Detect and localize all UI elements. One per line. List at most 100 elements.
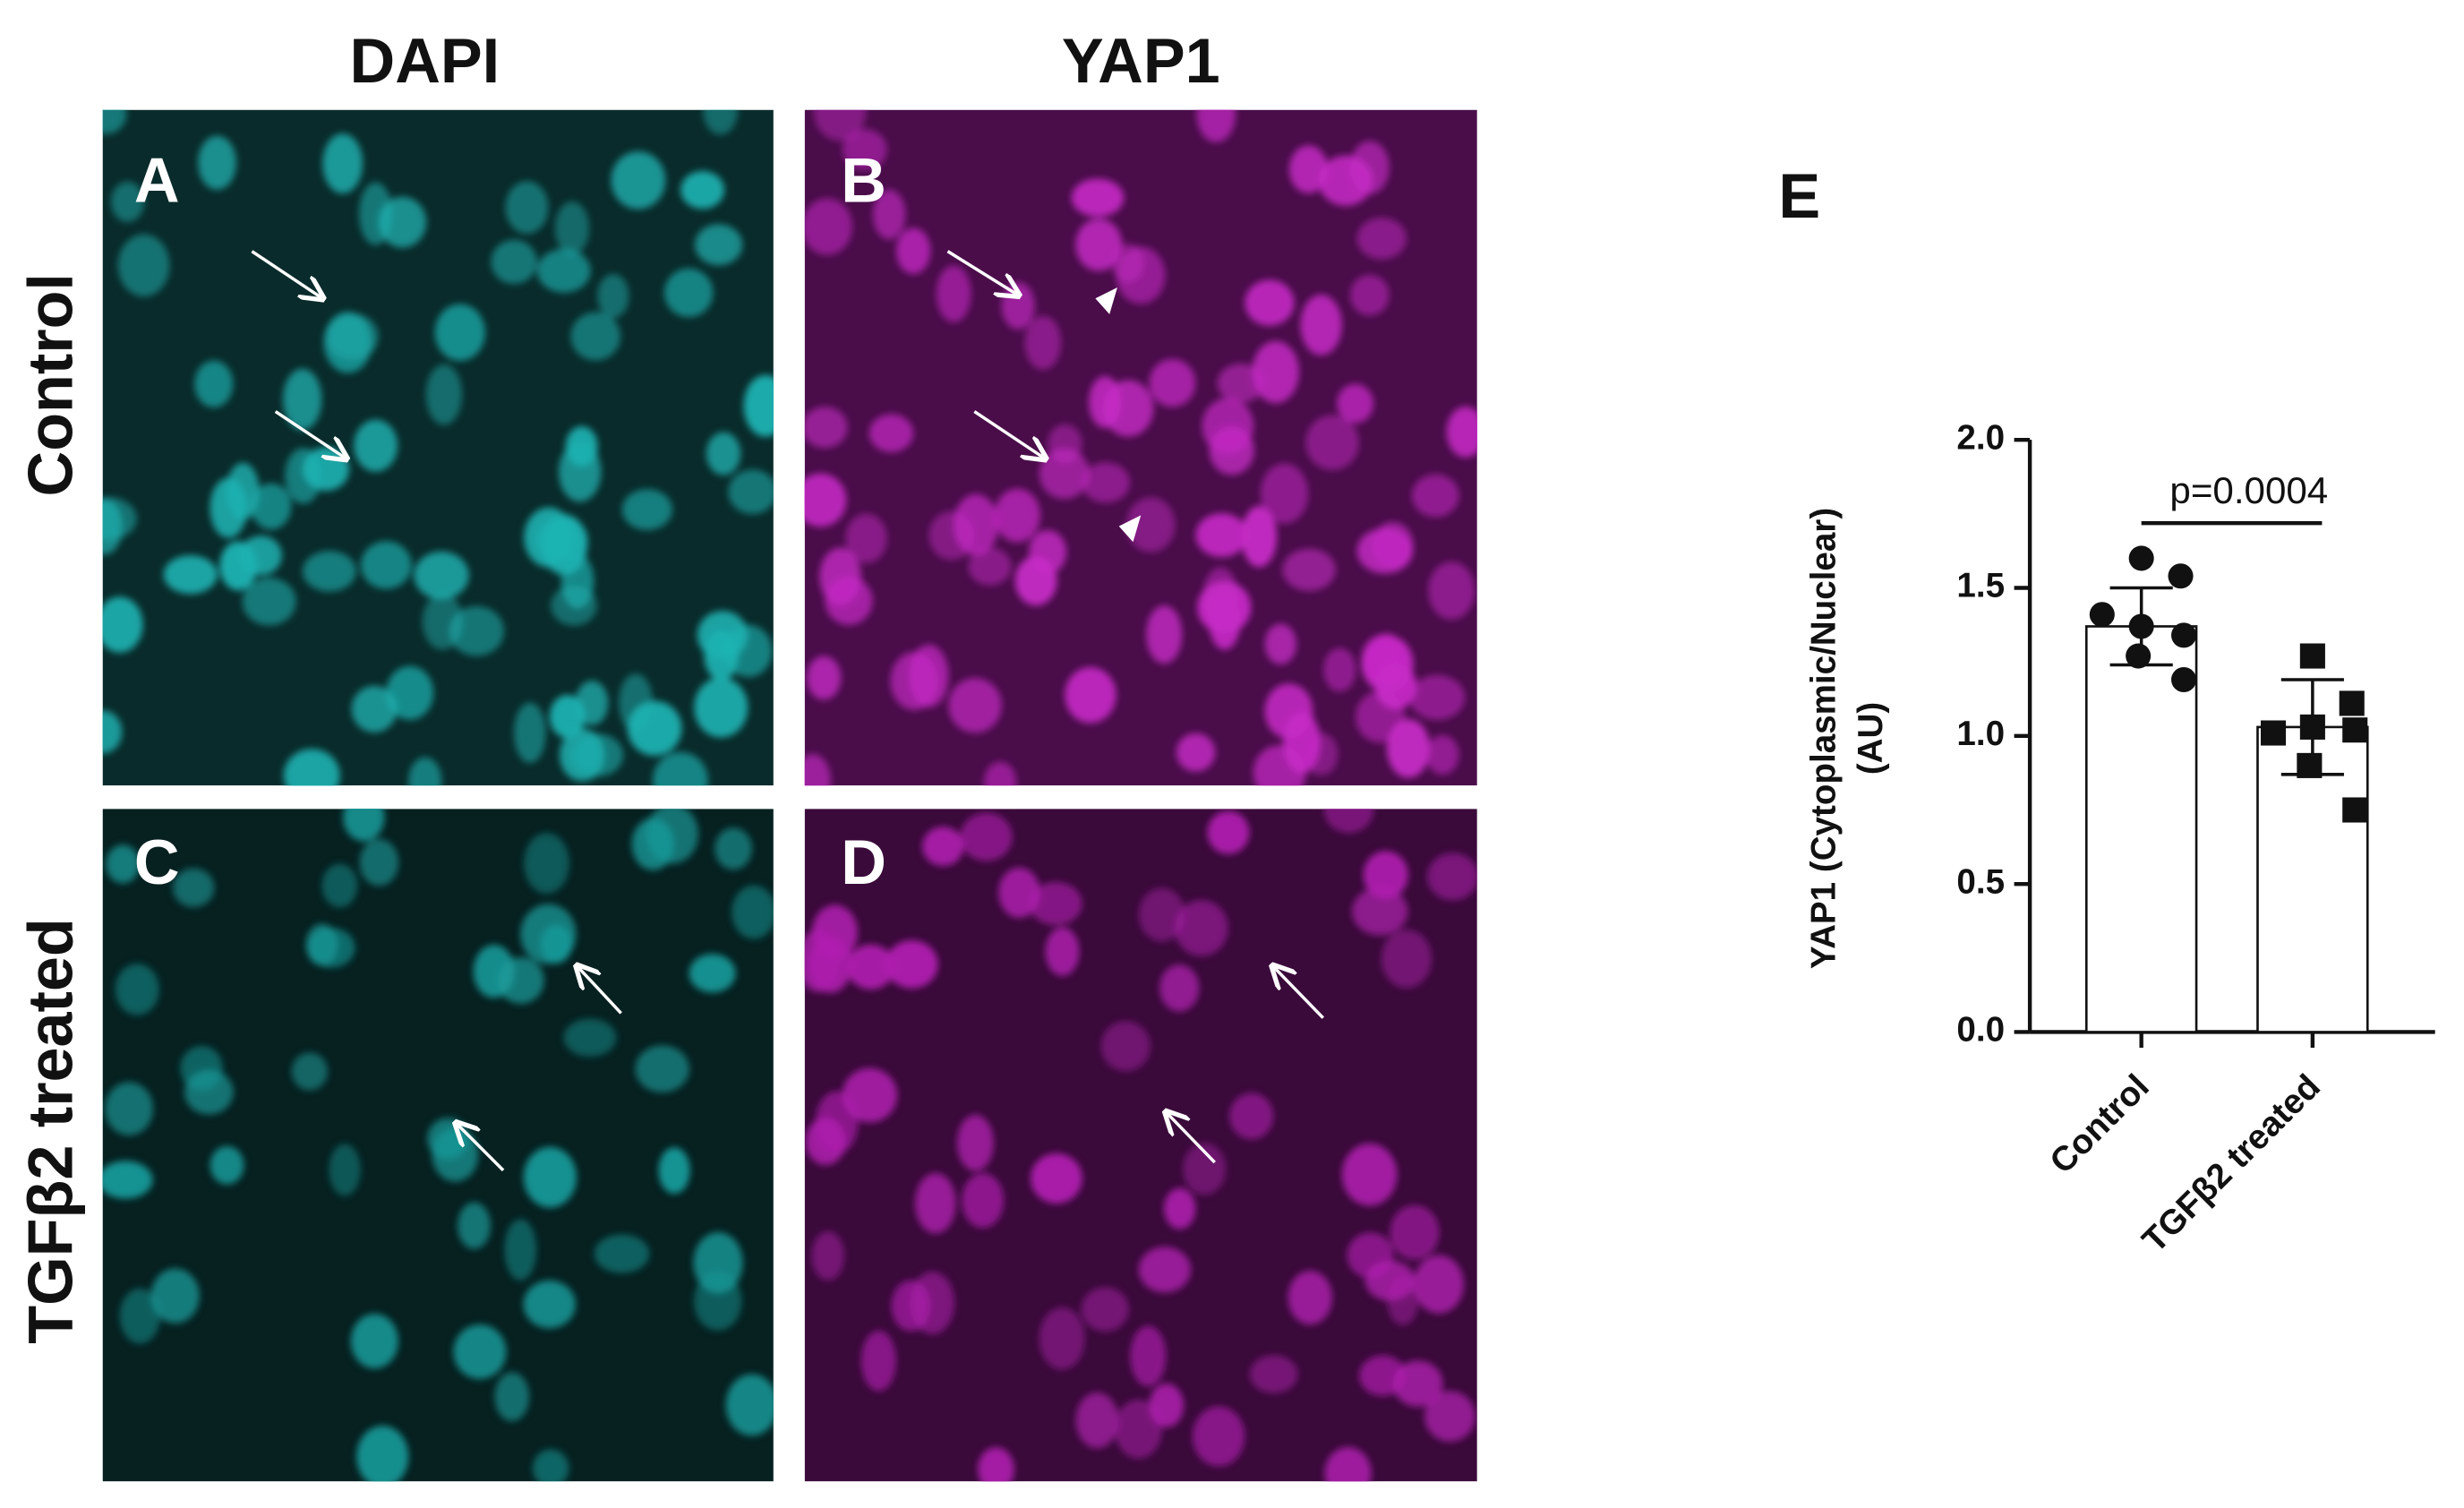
cell	[847, 944, 895, 990]
cell	[115, 964, 159, 1015]
cell	[359, 838, 399, 887]
cell	[1356, 527, 1413, 574]
cell	[1116, 246, 1166, 304]
cell	[434, 304, 485, 361]
cell	[524, 832, 569, 895]
cell	[689, 954, 736, 993]
micrograph	[102, 109, 774, 786]
y-tick-label: 1.5	[1956, 567, 2005, 605]
cell	[1426, 853, 1477, 901]
cell	[962, 1173, 1005, 1229]
cell	[563, 1018, 617, 1058]
cell	[378, 196, 427, 248]
cell	[1381, 930, 1433, 989]
cell	[804, 473, 847, 527]
cell	[1195, 513, 1248, 558]
cell	[1425, 734, 1459, 775]
cell	[1356, 218, 1407, 260]
cell	[307, 927, 355, 968]
cell	[886, 940, 938, 989]
arrowhead	[1095, 287, 1117, 314]
cell	[360, 541, 412, 589]
cell	[695, 224, 743, 266]
cell	[536, 248, 591, 293]
cell	[1323, 809, 1374, 834]
cell	[1039, 448, 1090, 500]
cell	[491, 239, 537, 284]
cell	[1324, 1447, 1372, 1482]
cell	[1337, 383, 1374, 424]
cell	[513, 702, 546, 764]
arrow	[456, 1123, 505, 1172]
bar	[2084, 625, 2198, 1033]
cell	[329, 1144, 361, 1196]
cell	[936, 265, 971, 322]
cell	[343, 809, 385, 842]
cell	[1138, 1247, 1192, 1293]
row-label: Control	[15, 273, 86, 496]
cell	[1024, 315, 1062, 370]
cell	[1045, 927, 1080, 976]
cell	[714, 827, 753, 870]
cell	[706, 432, 741, 476]
cell	[621, 489, 672, 530]
cell	[627, 700, 682, 756]
column-label: DAPI	[350, 25, 500, 96]
cell	[956, 1114, 994, 1171]
cell	[1300, 295, 1342, 356]
cell	[825, 576, 873, 625]
cell	[1323, 647, 1356, 692]
cell	[558, 441, 602, 502]
cell	[732, 885, 774, 939]
chart: 0.0 0.5 1.0 1.5 2.0 YAP1 (Cytoplasmic/Nuclear…	[1804, 418, 2435, 1260]
cell	[922, 827, 964, 866]
cell	[1351, 887, 1408, 936]
cell	[523, 1146, 577, 1208]
cell	[1075, 218, 1123, 271]
cell	[1412, 474, 1459, 518]
cell	[1264, 623, 1296, 664]
cell	[283, 368, 322, 431]
cell	[1252, 340, 1299, 404]
cell	[180, 1045, 223, 1091]
cell	[549, 695, 586, 739]
cell	[728, 469, 774, 514]
x-tick-label: TGFβ2 treated	[2135, 1067, 2328, 1260]
cell	[117, 234, 170, 297]
cell	[1114, 1399, 1162, 1459]
cell	[1217, 364, 1265, 403]
cell	[1082, 462, 1130, 503]
cell	[473, 945, 515, 998]
cell	[102, 1161, 153, 1199]
cells	[804, 109, 1477, 786]
cell	[1288, 1270, 1332, 1325]
cell	[804, 198, 852, 255]
cell	[1347, 1232, 1394, 1279]
cell	[524, 507, 574, 568]
cell	[653, 751, 708, 786]
cell	[1363, 851, 1408, 899]
cell	[860, 1330, 896, 1392]
cell	[210, 1145, 244, 1185]
cell	[422, 593, 463, 650]
arrowhead	[1118, 515, 1142, 543]
y-tick-label: 0.5	[1956, 862, 2005, 901]
cell	[1192, 1406, 1245, 1467]
cell	[983, 761, 1017, 786]
cell	[386, 665, 434, 720]
cell	[408, 757, 442, 786]
cell	[635, 1045, 689, 1092]
cell	[611, 151, 666, 210]
cell	[842, 1067, 898, 1123]
cell	[102, 497, 137, 540]
panel-letter: B	[841, 145, 886, 216]
cell	[1029, 529, 1067, 574]
annotation: p=0.0004	[2169, 469, 2328, 511]
cell	[1100, 1021, 1151, 1072]
cell	[725, 1374, 774, 1436]
cell	[948, 678, 1002, 733]
cell	[414, 551, 469, 600]
cell	[1174, 900, 1228, 956]
cell	[998, 867, 1040, 918]
cell	[119, 1288, 160, 1344]
